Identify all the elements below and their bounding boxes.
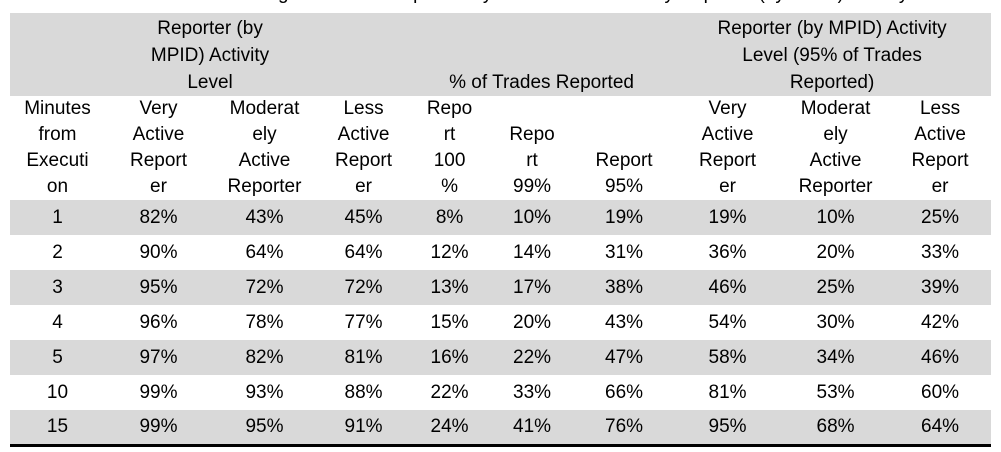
data-cell: 53% [816, 381, 855, 403]
data-cell: 25% [816, 276, 855, 298]
clipped-caption: Percentage of Trades Reported by Time of… [0, 0, 1001, 5]
data-cell: 99% [139, 381, 178, 403]
data-cell: 15 [46, 415, 69, 437]
data-cell: 88% [344, 381, 383, 403]
data-cell: 2 [52, 241, 63, 263]
data-cell: 43% [245, 206, 284, 228]
column-header-very-active-reporter: Very Active Report er [129, 98, 188, 197]
data-cell: 34% [816, 346, 855, 368]
data-cell: 22% [513, 346, 552, 368]
table-row: 1 82% 43% 45% 8% 10% 19% 19% 10% 25% [10, 200, 992, 235]
column-header-less-active-reporter: Less Active Report er [335, 98, 393, 197]
data-cell: 19% [605, 206, 644, 228]
column-header-report-99: Repo rt 99% [509, 124, 555, 197]
data-cell: 99% [139, 415, 178, 437]
data-cell: 5 [52, 346, 63, 368]
data-cell: 15% [430, 311, 469, 333]
group-header-activity-level-95: Reporter (by MPID) Activity Level (95% o… [717, 18, 947, 93]
data-cell: 10% [816, 206, 855, 228]
data-cell: 33% [513, 381, 552, 403]
data-cell: 36% [708, 241, 747, 263]
data-cell: 4 [52, 311, 63, 333]
data-cell: 13% [430, 276, 469, 298]
data-cell: 64% [344, 241, 383, 263]
table-row: 4 96% 78% 77% 15% 20% 43% 54% 30% 42% [10, 305, 992, 340]
data-cell: 19% [708, 206, 747, 228]
data-cell: 25% [921, 206, 960, 228]
data-cell: 90% [139, 241, 178, 263]
table-row: 3 95% 72% 72% 13% 17% 38% 46% 25% 39% [10, 270, 992, 305]
data-cell: 20% [513, 311, 552, 333]
data-cell: 38% [605, 276, 644, 298]
data-cell: 45% [344, 206, 383, 228]
data-cell: 72% [344, 276, 383, 298]
column-header-report-100: Repo rt 100 % [426, 98, 473, 197]
data-cell: 77% [344, 311, 383, 333]
data-cell: 66% [605, 381, 644, 403]
data-cell: 82% [139, 206, 178, 228]
data-cell: 43% [605, 311, 644, 333]
data-cell: 91% [344, 415, 383, 437]
data-cell: 95% [139, 276, 178, 298]
data-cell: 78% [245, 311, 284, 333]
data-cell: 14% [513, 241, 552, 263]
data-cell: 60% [921, 381, 960, 403]
data-cell: 20% [816, 241, 855, 263]
clipped-caption-text: Percentage of Trades Reported by Time of… [0, 0, 1001, 5]
data-cell: 1 [52, 206, 63, 228]
data-cell: 47% [605, 346, 644, 368]
column-header-row: Minutes from Executi on Very Active Repo… [10, 96, 992, 200]
data-cell: 64% [921, 415, 960, 437]
data-cell: 97% [139, 346, 178, 368]
data-cell: 95% [708, 415, 747, 437]
group-header-activity-level: Reporter (by MPID) Activity Level [150, 18, 270, 93]
data-cell: 8% [435, 206, 464, 228]
data-cell: 46% [708, 276, 747, 298]
column-header-moderately-active-reporter: Moderat ely Active Reporter [227, 98, 302, 197]
data-cell: 81% [344, 346, 383, 368]
data-cell: 30% [816, 311, 855, 333]
data-cell: 93% [245, 381, 284, 403]
group-header-pct-trades-reported: % of Trades Reported [449, 72, 634, 93]
data-cell: 81% [708, 381, 747, 403]
data-cell: 39% [921, 276, 960, 298]
data-cell: 58% [708, 346, 747, 368]
column-header-minutes-from-execution: Minutes from Executi on [24, 98, 91, 197]
column-header-very-active-reporter-95: Very Active Report er [699, 98, 757, 197]
group-header-row: Reporter (by MPID) Activity Level % of T… [10, 13, 992, 96]
data-cell: 10% [513, 206, 552, 228]
data-cell: 95% [245, 415, 284, 437]
column-header-less-active-reporter-95: Less Active Report er [911, 98, 969, 197]
data-cell: 76% [605, 415, 644, 437]
table-row: 15 99% 95% 91% 24% 41% 76% 95% 68% 64% [10, 410, 992, 445]
table-row: 2 90% 64% 64% 12% 14% 31% 36% 20% 33% [10, 235, 992, 270]
data-cell: 17% [513, 276, 552, 298]
data-cell: 24% [430, 415, 469, 437]
data-cell: 22% [430, 381, 469, 403]
data-cell: 33% [921, 241, 960, 263]
data-cell: 82% [245, 346, 284, 368]
data-cell: 10 [46, 381, 69, 403]
data-cell: 42% [921, 311, 960, 333]
column-header-moderately-active-reporter-95: Moderat ely Active Reporter [798, 98, 873, 197]
activity-level-table: Reporter (by MPID) Activity Level % of T… [10, 13, 992, 447]
data-cell: 46% [921, 346, 960, 368]
table-row: 10 99% 93% 88% 22% 33% 66% 81% 53% 60% [10, 375, 992, 410]
data-cell: 64% [245, 241, 284, 263]
data-cell: 3 [52, 276, 63, 298]
data-cell: 41% [513, 415, 552, 437]
data-cell: 96% [139, 311, 178, 333]
table-row: 5 97% 82% 81% 16% 22% 47% 58% 34% 46% [10, 340, 992, 375]
data-cell: 12% [430, 241, 469, 263]
data-cell: 31% [605, 241, 644, 263]
column-header-report-95: Report 95% [595, 150, 653, 197]
data-cell: 16% [430, 346, 469, 368]
data-cell: 54% [708, 311, 747, 333]
data-cell: 72% [245, 276, 284, 298]
data-cell: 68% [816, 415, 855, 437]
